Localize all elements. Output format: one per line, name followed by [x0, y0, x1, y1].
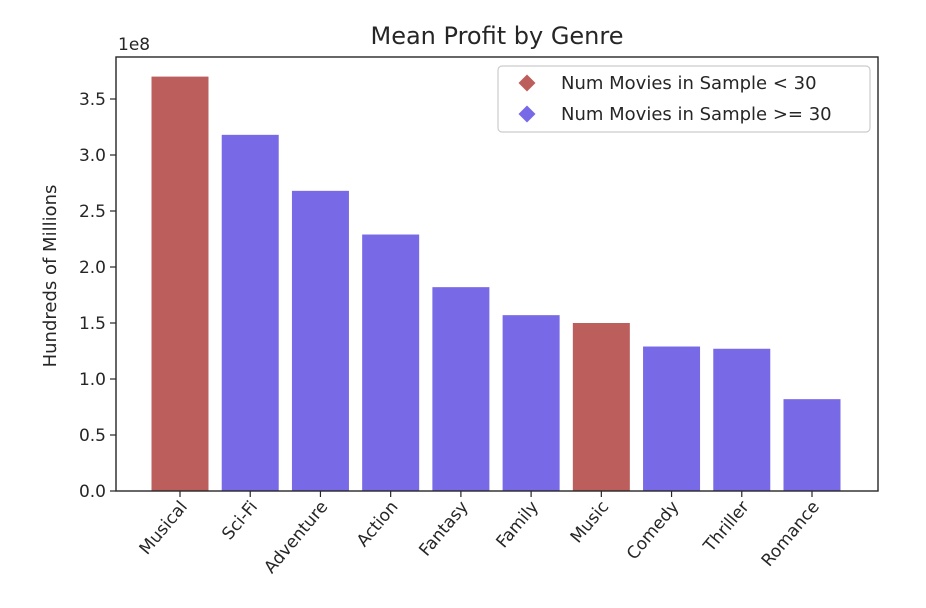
- legend-marker-ge30: [518, 105, 536, 123]
- y-tick-label: 3.5: [79, 90, 106, 110]
- bar-thriller: [713, 348, 771, 491]
- legend: Num Movies in Sample < 30 Num Movies in S…: [497, 65, 871, 133]
- bar-action: [362, 234, 420, 491]
- x-tick-label: Romance: [758, 497, 824, 570]
- bar-music: [572, 323, 630, 491]
- bar-comedy: [643, 346, 701, 491]
- y-tick-label: 2.5: [79, 202, 106, 222]
- x-tick-label: Action: [353, 497, 403, 551]
- y-axis-label: Hundreds of Millions: [40, 185, 61, 368]
- legend-label-ge30: Num Movies in Sample >= 30: [561, 104, 832, 125]
- legend-box: [497, 65, 871, 133]
- chart-title: Mean Profit by Genre: [371, 22, 624, 50]
- x-tick-label: Fantasy: [415, 497, 472, 560]
- bars-group: [151, 76, 841, 491]
- bar-fantasy: [432, 287, 490, 491]
- legend-label-lt30: Num Movies in Sample < 30: [561, 73, 817, 94]
- bar-musical: [151, 76, 209, 491]
- y-tick-label: 1.0: [79, 370, 106, 390]
- x-tick-label: Family: [492, 497, 542, 552]
- bar-adventure: [291, 190, 349, 491]
- y-ticks-group: 0.0 0.5 1.0 1.5 2.0 2.5 3.0 3.5: [79, 90, 116, 502]
- y-tick-label: 0.5: [79, 426, 106, 446]
- legend-marker-lt30: [518, 74, 536, 92]
- plot-frame: [115, 56, 879, 492]
- x-tick-label: Comedy: [623, 497, 683, 564]
- x-tick-label: Musical: [136, 497, 192, 559]
- x-tick-label: Sci-Fi: [218, 497, 262, 544]
- x-tick-label: Thriller: [699, 497, 753, 556]
- bar-sci-fi: [221, 134, 279, 491]
- y-tick-label: 3.0: [79, 146, 106, 166]
- y-tick-label: 0.0: [79, 482, 106, 502]
- y-offset-label: 1e8: [118, 35, 150, 55]
- bar-family: [502, 315, 560, 491]
- x-tick-label: Music: [567, 497, 613, 547]
- y-tick-label: 1.5: [79, 314, 106, 334]
- x-tick-label: Adventure: [260, 497, 332, 577]
- bar-romance: [783, 399, 841, 491]
- y-tick-label: 2.0: [79, 258, 106, 278]
